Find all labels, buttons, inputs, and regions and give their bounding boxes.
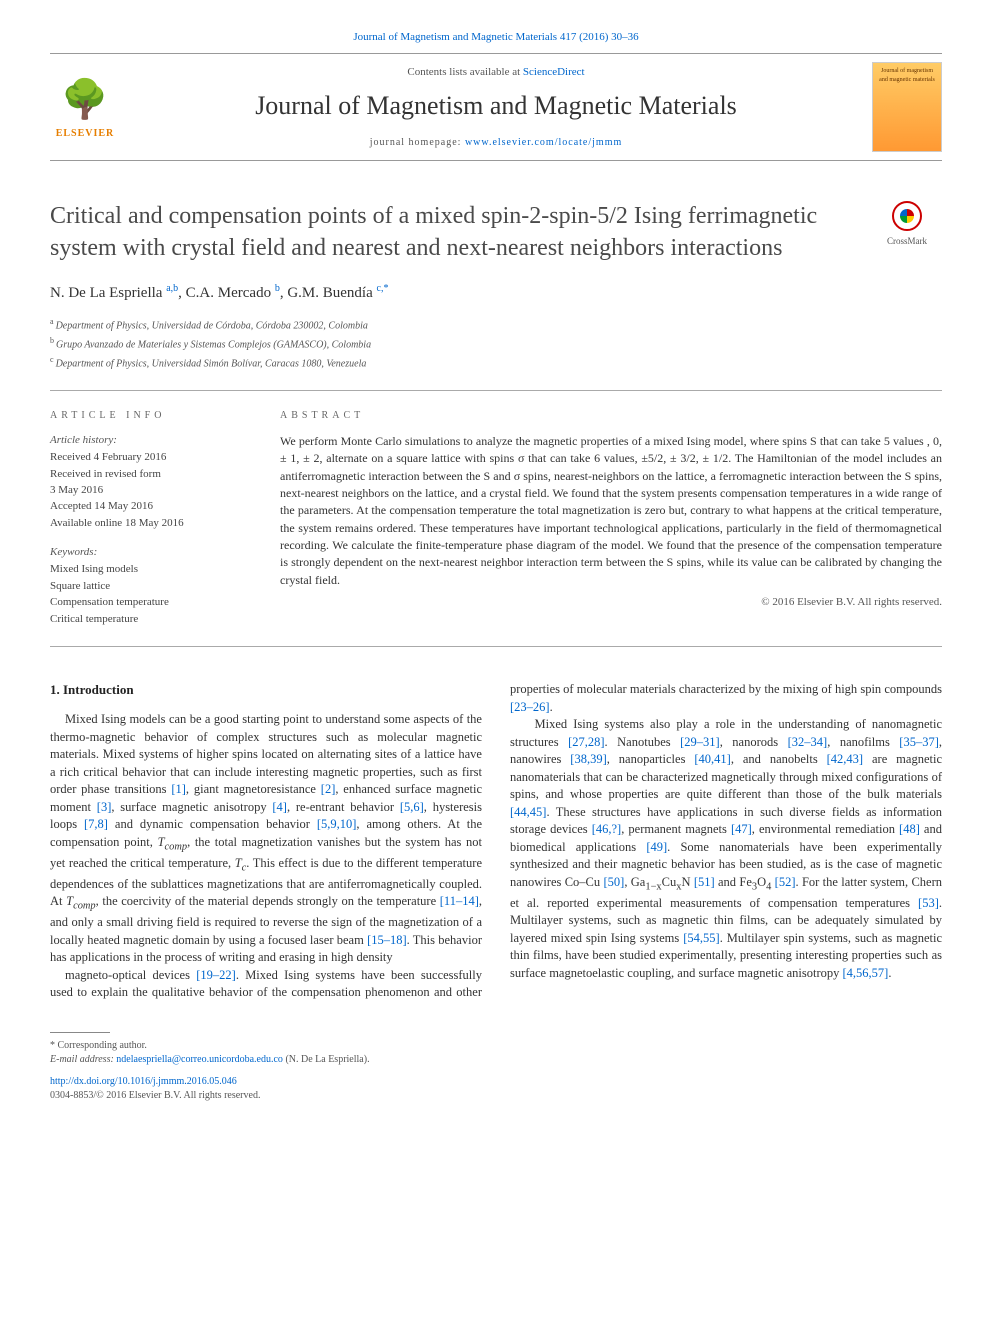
corresponding-author-note: * Corresponding author. (50, 1039, 942, 1053)
keyword-item: Critical temperature (50, 612, 250, 627)
abstract-label: ABSTRACT (280, 409, 942, 423)
journal-cover-thumbnail: Journal of magnetism and magnetic materi… (872, 62, 942, 152)
history-item: Available online 18 May 2016 (50, 516, 250, 531)
contents-available-line: Contents lists available at ScienceDirec… (132, 65, 860, 80)
keyword-item: Mixed Ising models (50, 562, 250, 577)
history-label: Article history: (50, 433, 250, 448)
corresponding-email-link[interactable]: ndelaespriella@correo.unicordoba.edu.co (116, 1054, 283, 1065)
abstract-block: ABSTRACT We perform Monte Carlo simulati… (280, 409, 942, 628)
history-item: Received 4 February 2016 (50, 450, 250, 465)
keyword-item: Compensation temperature (50, 595, 250, 610)
crossmark-label: CrossMark (887, 235, 927, 248)
homepage-prefix: journal homepage: (370, 137, 465, 148)
email-line: E-mail address: ndelaespriella@correo.un… (50, 1053, 942, 1067)
body-text: 1. Introduction Mixed Ising models can b… (50, 681, 942, 1002)
journal-homepage-link[interactable]: www.elsevier.com/locate/jmmm (465, 137, 622, 148)
issn-copyright-line: 0304-8853/© 2016 Elsevier B.V. All right… (50, 1089, 942, 1103)
doi-line[interactable]: http://dx.doi.org/10.1016/j.jmmm.2016.05… (50, 1075, 942, 1089)
intro-paragraph-1: Mixed Ising models can be a good startin… (50, 711, 482, 967)
masthead-center: Contents lists available at ScienceDirec… (132, 65, 860, 151)
abstract-copyright: © 2016 Elsevier B.V. All rights reserved… (280, 595, 942, 610)
affiliation-item: bGrupo Avanzado de Materiales y Sistemas… (50, 335, 942, 352)
homepage-line: journal homepage: www.elsevier.com/locat… (132, 136, 860, 150)
elsevier-name: ELSEVIER (56, 127, 115, 141)
keywords-label: Keywords: (50, 545, 250, 560)
history-item: Accepted 14 May 2016 (50, 499, 250, 514)
journal-name: Journal of Magnetism and Magnetic Materi… (132, 88, 860, 124)
contents-prefix: Contents lists available at (407, 66, 522, 78)
section-heading-introduction: 1. Introduction (50, 681, 482, 699)
email-attribution: (N. De La Espriella). (283, 1054, 370, 1065)
affiliations: aDepartment of Physics, Universidad de C… (50, 316, 942, 372)
history-item: Received in revised form (50, 467, 250, 482)
footnotes: * Corresponding author. E-mail address: … (50, 1026, 942, 1103)
article-info-block: ARTICLE INFO Article history: Received 4… (50, 409, 250, 628)
crossmark-icon (892, 201, 922, 231)
email-label: E-mail address: (50, 1054, 116, 1065)
crossmark-badge[interactable]: CrossMark (872, 201, 942, 248)
abstract-text: We perform Monte Carlo simulations to an… (280, 433, 942, 590)
sciencedirect-link[interactable]: ScienceDirect (523, 66, 585, 78)
article-info-label: ARTICLE INFO (50, 409, 250, 423)
keyword-item: Square lattice (50, 579, 250, 594)
article-title: Critical and compensation points of a mi… (50, 201, 852, 263)
journal-issue-link[interactable]: Journal of Magnetism and Magnetic Materi… (50, 30, 942, 45)
history-item: 3 May 2016 (50, 483, 250, 498)
affiliation-item: aDepartment of Physics, Universidad de C… (50, 316, 942, 333)
elsevier-tree-icon: 🌳 (61, 74, 108, 127)
authors-line: N. De La Espriella a,b, C.A. Mercado b, … (50, 282, 942, 304)
affiliation-item: cDepartment of Physics, Universidad Simó… (50, 354, 942, 371)
masthead: 🌳 ELSEVIER Contents lists available at S… (50, 53, 942, 161)
elsevier-logo: 🌳 ELSEVIER (50, 67, 120, 147)
